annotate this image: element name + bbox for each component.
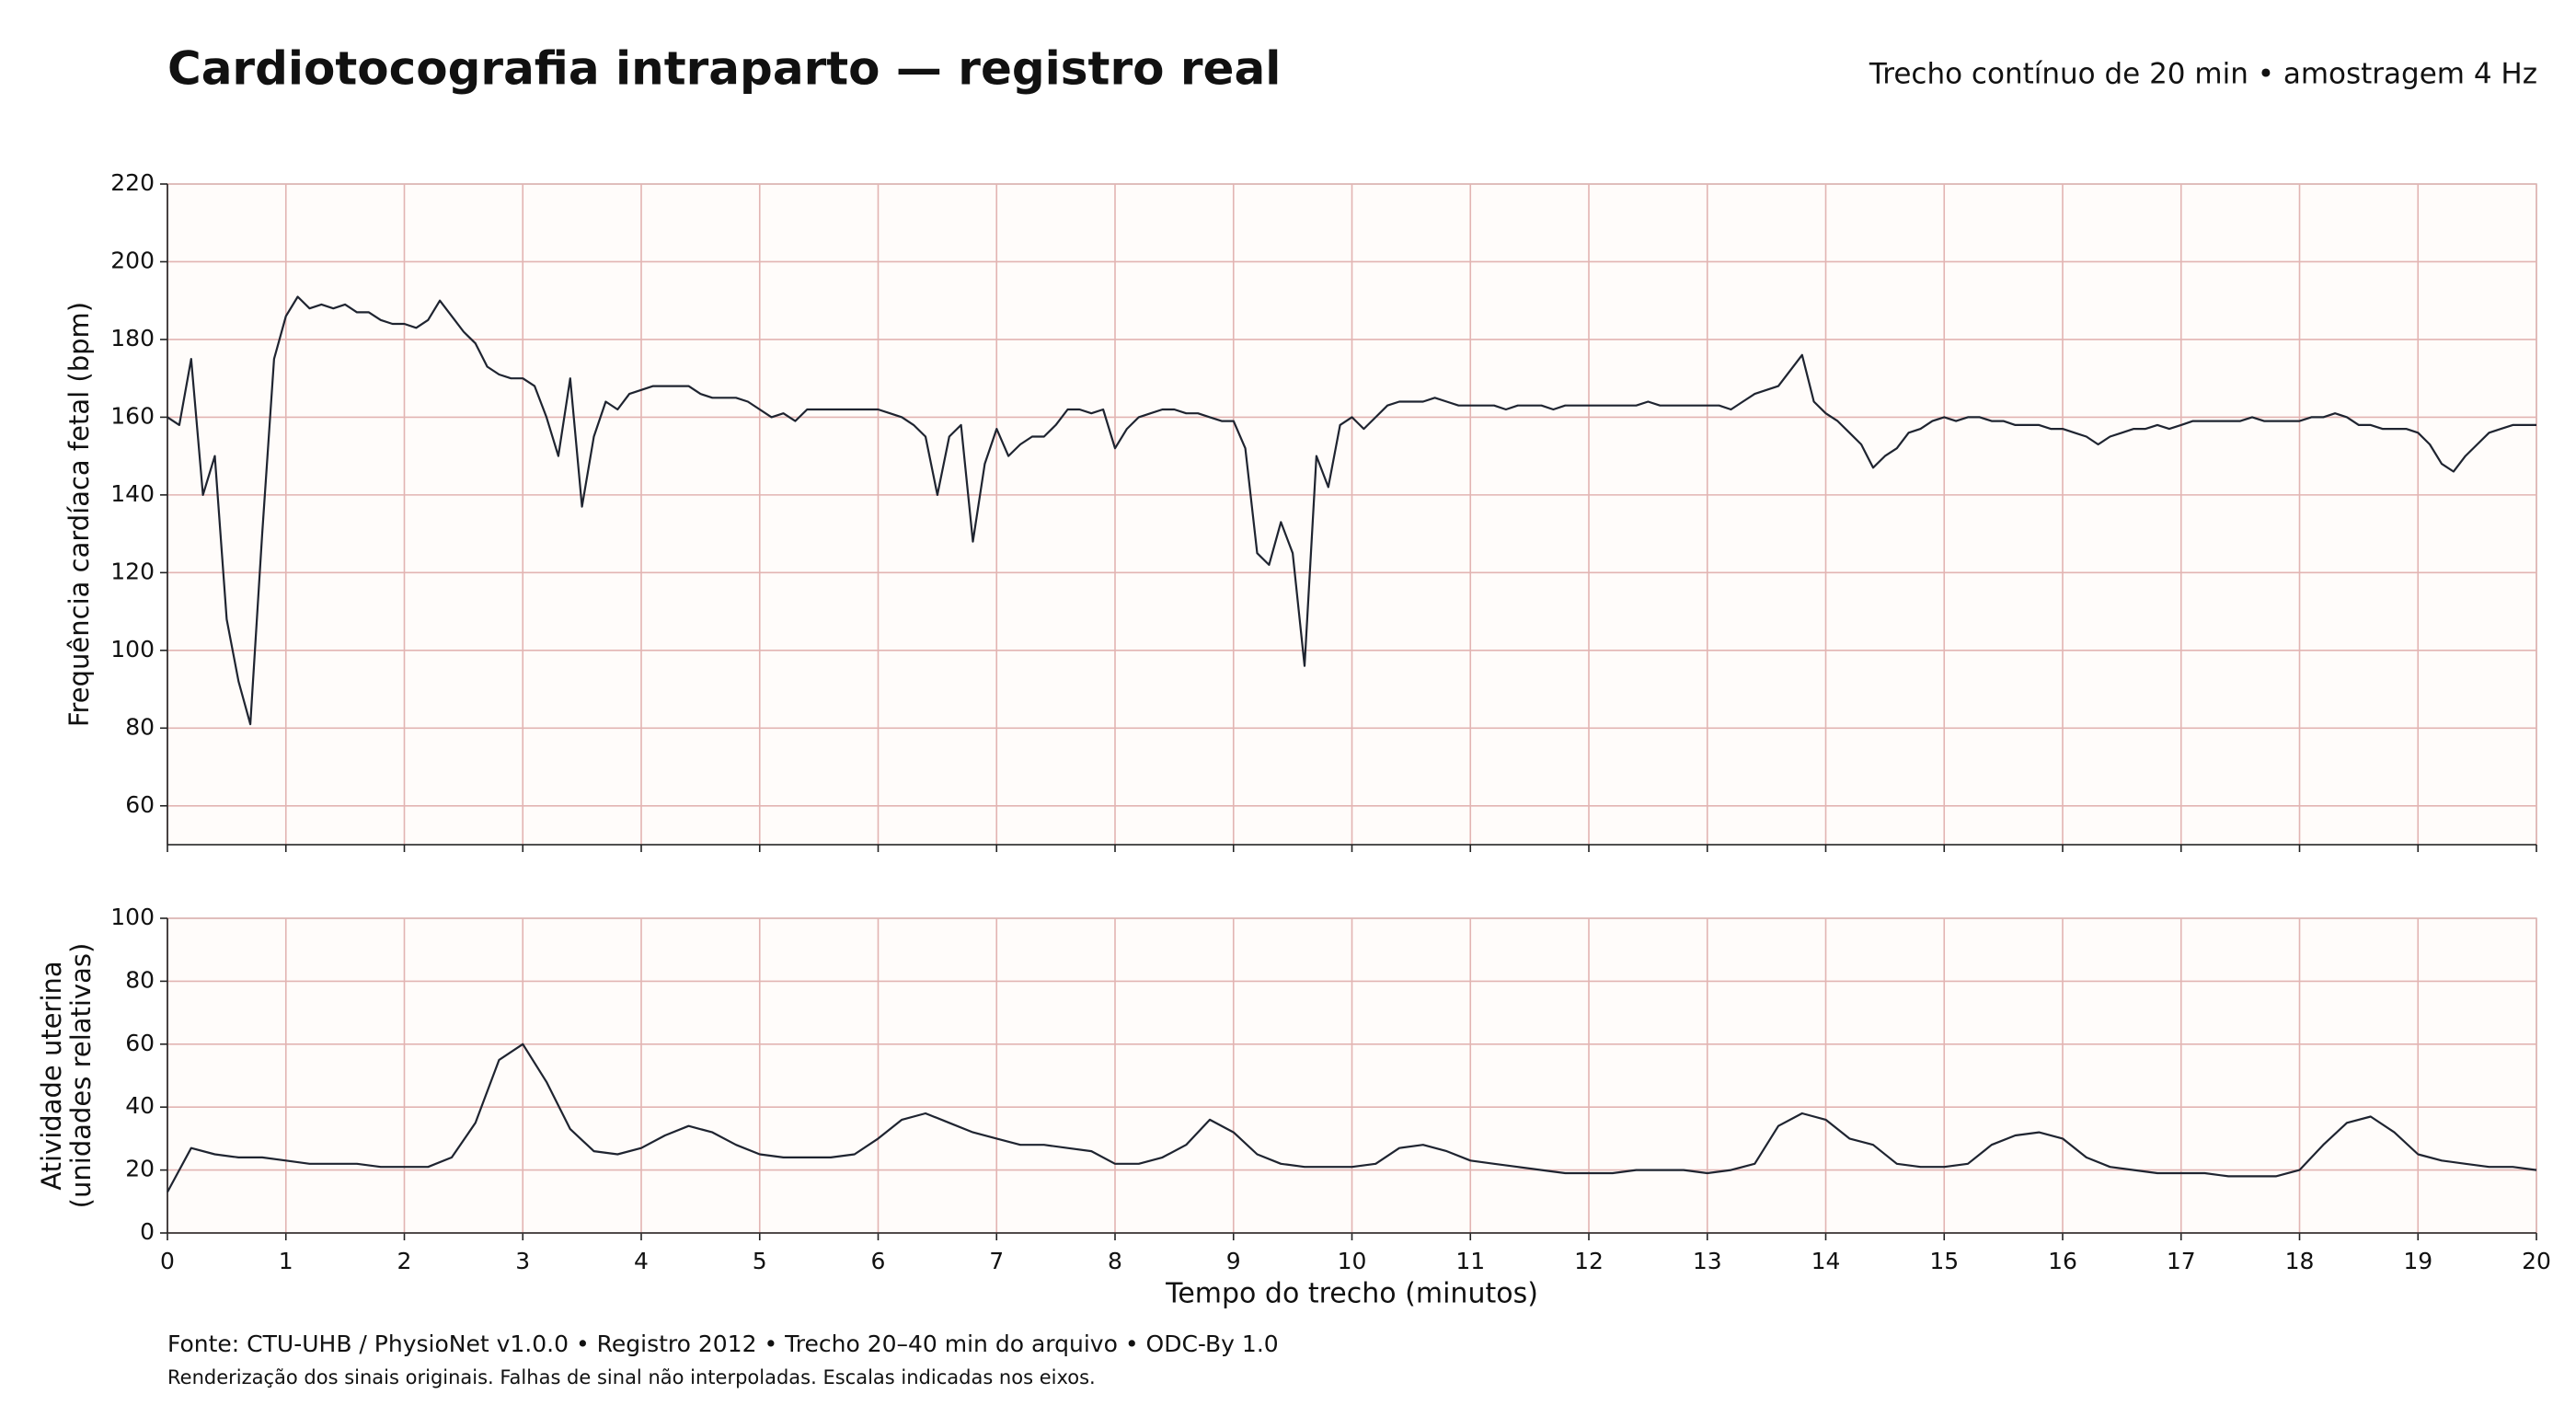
x-tick-label: 13 <box>1693 1248 1722 1274</box>
chart-subtitle: Trecho contínuo de 20 min • amostragem 4… <box>1869 58 2537 91</box>
x-tick-label: 8 <box>1108 1248 1122 1274</box>
y-tick-label: 80 <box>125 966 155 993</box>
x-tick-label: 19 <box>2403 1248 2432 1274</box>
x-tick-label: 2 <box>397 1248 412 1274</box>
y-tick-label: 0 <box>140 1218 155 1245</box>
x-tick-label: 16 <box>2048 1248 2077 1274</box>
y-tick-label: 80 <box>125 713 155 740</box>
x-tick-label: 10 <box>1338 1248 1367 1274</box>
x-tick-label: 1 <box>279 1248 293 1274</box>
x-tick-label: 3 <box>515 1248 530 1274</box>
x-tick-label: 9 <box>1226 1248 1241 1274</box>
x-tick-label: 5 <box>753 1248 767 1274</box>
y-tick-label: 100 <box>110 636 155 662</box>
chart-title: Cardiotocografia intraparto — registro r… <box>167 42 1281 96</box>
y-tick-label: 160 <box>110 402 155 429</box>
x-tick-label: 17 <box>2167 1248 2196 1274</box>
y-tick-label: 40 <box>125 1092 155 1119</box>
y-tick-label: 20 <box>125 1156 155 1182</box>
y-tick-label: 60 <box>125 1030 155 1056</box>
y-tick-label: 140 <box>110 480 155 507</box>
x-tick-label: 20 <box>2522 1248 2551 1274</box>
x-tick-label: 12 <box>1574 1248 1604 1274</box>
x-tick-label: 7 <box>989 1248 1004 1274</box>
y-tick-label: 220 <box>110 169 155 196</box>
y-axis-label: Atividade uterina <box>36 961 67 1190</box>
x-tick-label: 14 <box>1811 1248 1841 1274</box>
fhr-line <box>167 295 2536 726</box>
x-tick-label: 15 <box>1929 1248 1959 1274</box>
x-tick-label: 0 <box>160 1248 175 1274</box>
x-axis-label: Tempo do trecho (minutos) <box>1165 1278 1538 1310</box>
y-tick-label: 180 <box>110 325 155 351</box>
x-tick-label: 4 <box>634 1248 649 1274</box>
y-tick-label: 100 <box>110 904 155 930</box>
y-axis-label: (unidades relativas) <box>65 943 97 1209</box>
x-tick-label: 6 <box>871 1248 886 1274</box>
y-axis-label: Frequência cardíaca fetal (bpm) <box>63 302 95 727</box>
fhr-line <box>167 1043 2537 1193</box>
y-tick-label: 120 <box>110 558 155 584</box>
footnote: Renderização dos sinais originais. Falha… <box>167 1366 1096 1388</box>
y-tick-label: 200 <box>110 247 155 273</box>
y-tick-label: 60 <box>125 791 155 818</box>
source-note: Fonte: CTU-UHB / PhysioNet v1.0.0 • Regi… <box>167 1331 1279 1357</box>
x-tick-label: 18 <box>2285 1248 2315 1274</box>
x-tick-label: 11 <box>1455 1248 1485 1274</box>
